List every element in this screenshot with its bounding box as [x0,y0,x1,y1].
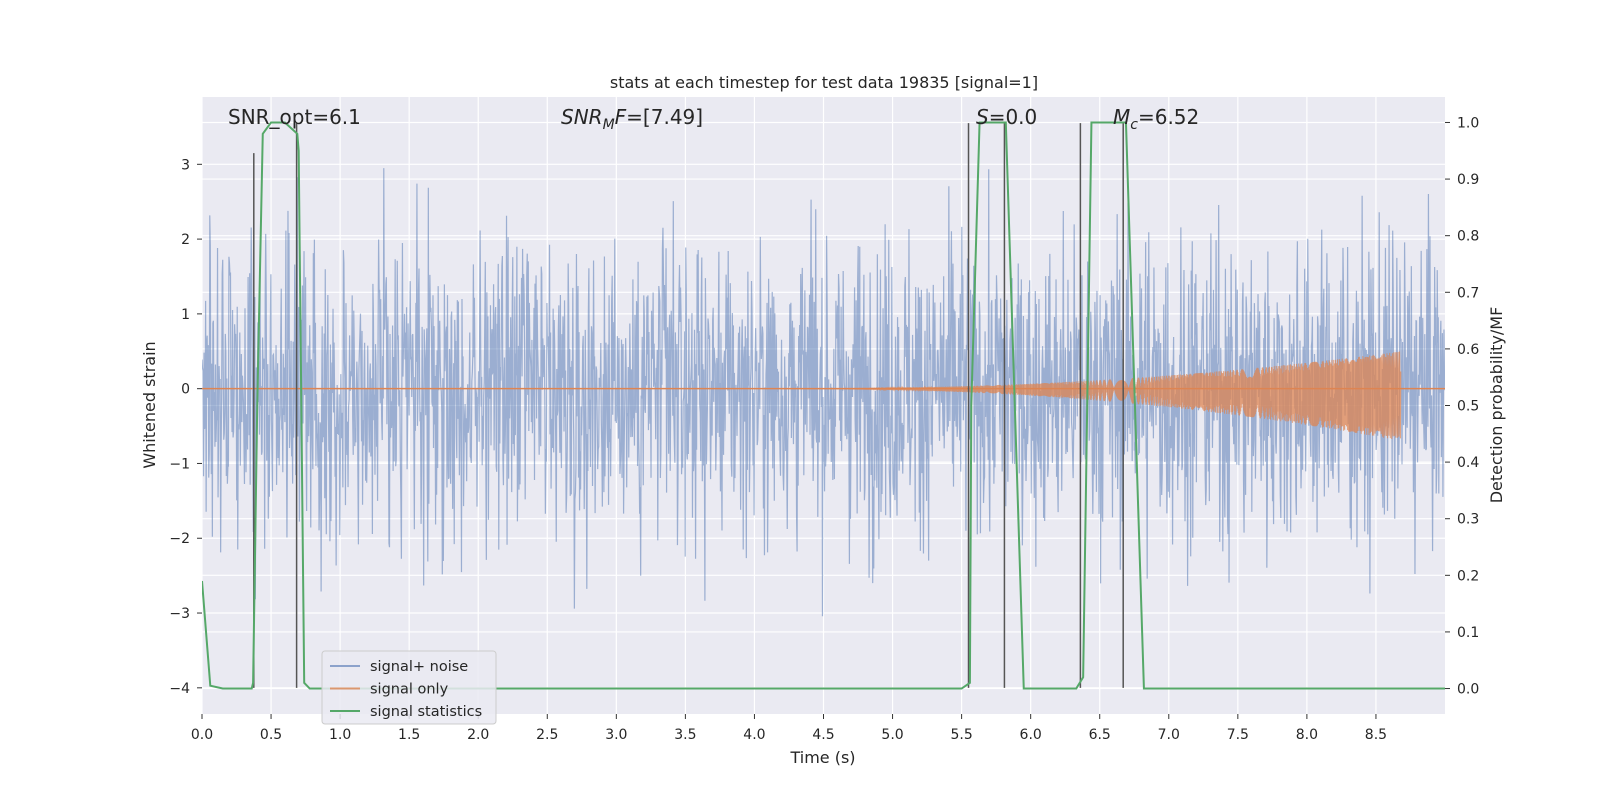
y-tick-label-left: 2 [181,232,190,248]
x-tick-label: 1.0 [329,727,351,743]
y-tick-label-left: −3 [169,606,190,622]
y-tick-label-right: 0.4 [1457,455,1479,471]
annotation-mc: Mc=6.52 [1113,105,1199,133]
y-axis-label-right: Detection probability/MF [1487,307,1506,504]
signal-only-line [202,351,1445,439]
y-tick-label-left: 1 [181,307,190,323]
x-tick-label: 4.5 [812,727,834,743]
legend-label: signal+ noise [370,659,468,675]
y-axis-label-left: Whitened strain [140,341,159,468]
y-ticks-right: 1.0 0.9 0.8 0.7 0.6 0.5 0.4 0.3 0.2 0.1 0.0 [1445,115,1479,698]
series-layer [202,121,1445,690]
x-tick-label: 0.0 [191,727,213,743]
x-tick-label: 8.5 [1365,727,1387,743]
y-tick-label-right: 0.7 [1457,285,1479,301]
y-tick-label-right: 0.2 [1457,568,1479,584]
annotation-snr-mf: SNRMF=[7.49] [561,105,703,133]
x-tick-label: 6.0 [1020,727,1042,743]
y-tick-label-right: 0.5 [1457,399,1479,415]
x-tick-label: 6.5 [1089,727,1111,743]
legend-label: signal only [370,682,449,698]
x-tick-label: 1.5 [398,727,420,743]
x-tick-label: 5.5 [950,727,972,743]
x-tick-label: 8.0 [1296,727,1318,743]
chart-title: stats at each timestep for test data 198… [610,73,1038,92]
y-tick-label-left: 3 [181,157,190,173]
x-tick-label: 7.5 [1227,727,1249,743]
x-tick-label: 5.0 [881,727,903,743]
y-tick-label-right: 0.8 [1457,229,1479,245]
y-tick-label-right: 0.3 [1457,512,1479,528]
x-tick-label: 0.5 [260,727,282,743]
annotation-snr-opt: SNR_opt=6.1 [228,105,361,129]
annotation-s: S=0.0 [976,105,1037,129]
annotations: SNR_opt=6.1 SNRMF=[7.49] S=0.0 Mc=6.52 [228,105,1199,133]
y-tick-label-right: 0.6 [1457,342,1479,358]
x-tick-label: 2.5 [536,727,558,743]
y-tick-label-right: 1.0 [1457,115,1479,131]
y-tick-label-left: −2 [169,531,190,547]
signal-statistics-line [202,121,1445,690]
x-axis-label: Time (s) [789,748,855,767]
vertical-markers [253,123,1124,688]
x-ticks: 0.0 0.5 1.0 1.5 2.0 2.5 3.0 3.5 4.0 4.5 5.0 5.5 6.0 6… [191,714,1387,743]
y-ticks-left: 3 2 1 0 −1 −2 −3 −4 [169,157,202,697]
x-tick-label: 4.0 [743,727,765,743]
x-tick-label: 3.5 [674,727,696,743]
y-tick-label-left: −1 [169,456,190,472]
y-tick-label-left: 0 [181,382,190,398]
y-tick-label-right: 0.0 [1457,682,1479,698]
legend-label: signal statistics [370,704,482,720]
x-tick-label: 3.0 [605,727,627,743]
legend: signal+ noise signal only signal statistic… [321,650,497,725]
y-tick-label-left: −4 [169,681,190,697]
y-tick-label-right: 0.1 [1457,625,1479,641]
x-tick-label: 2.0 [467,727,489,743]
x-tick-label: 7.0 [1158,727,1180,743]
signal-only-chirp [782,351,1402,439]
legend-box [321,650,497,725]
y-tick-label-right: 0.9 [1457,172,1479,188]
